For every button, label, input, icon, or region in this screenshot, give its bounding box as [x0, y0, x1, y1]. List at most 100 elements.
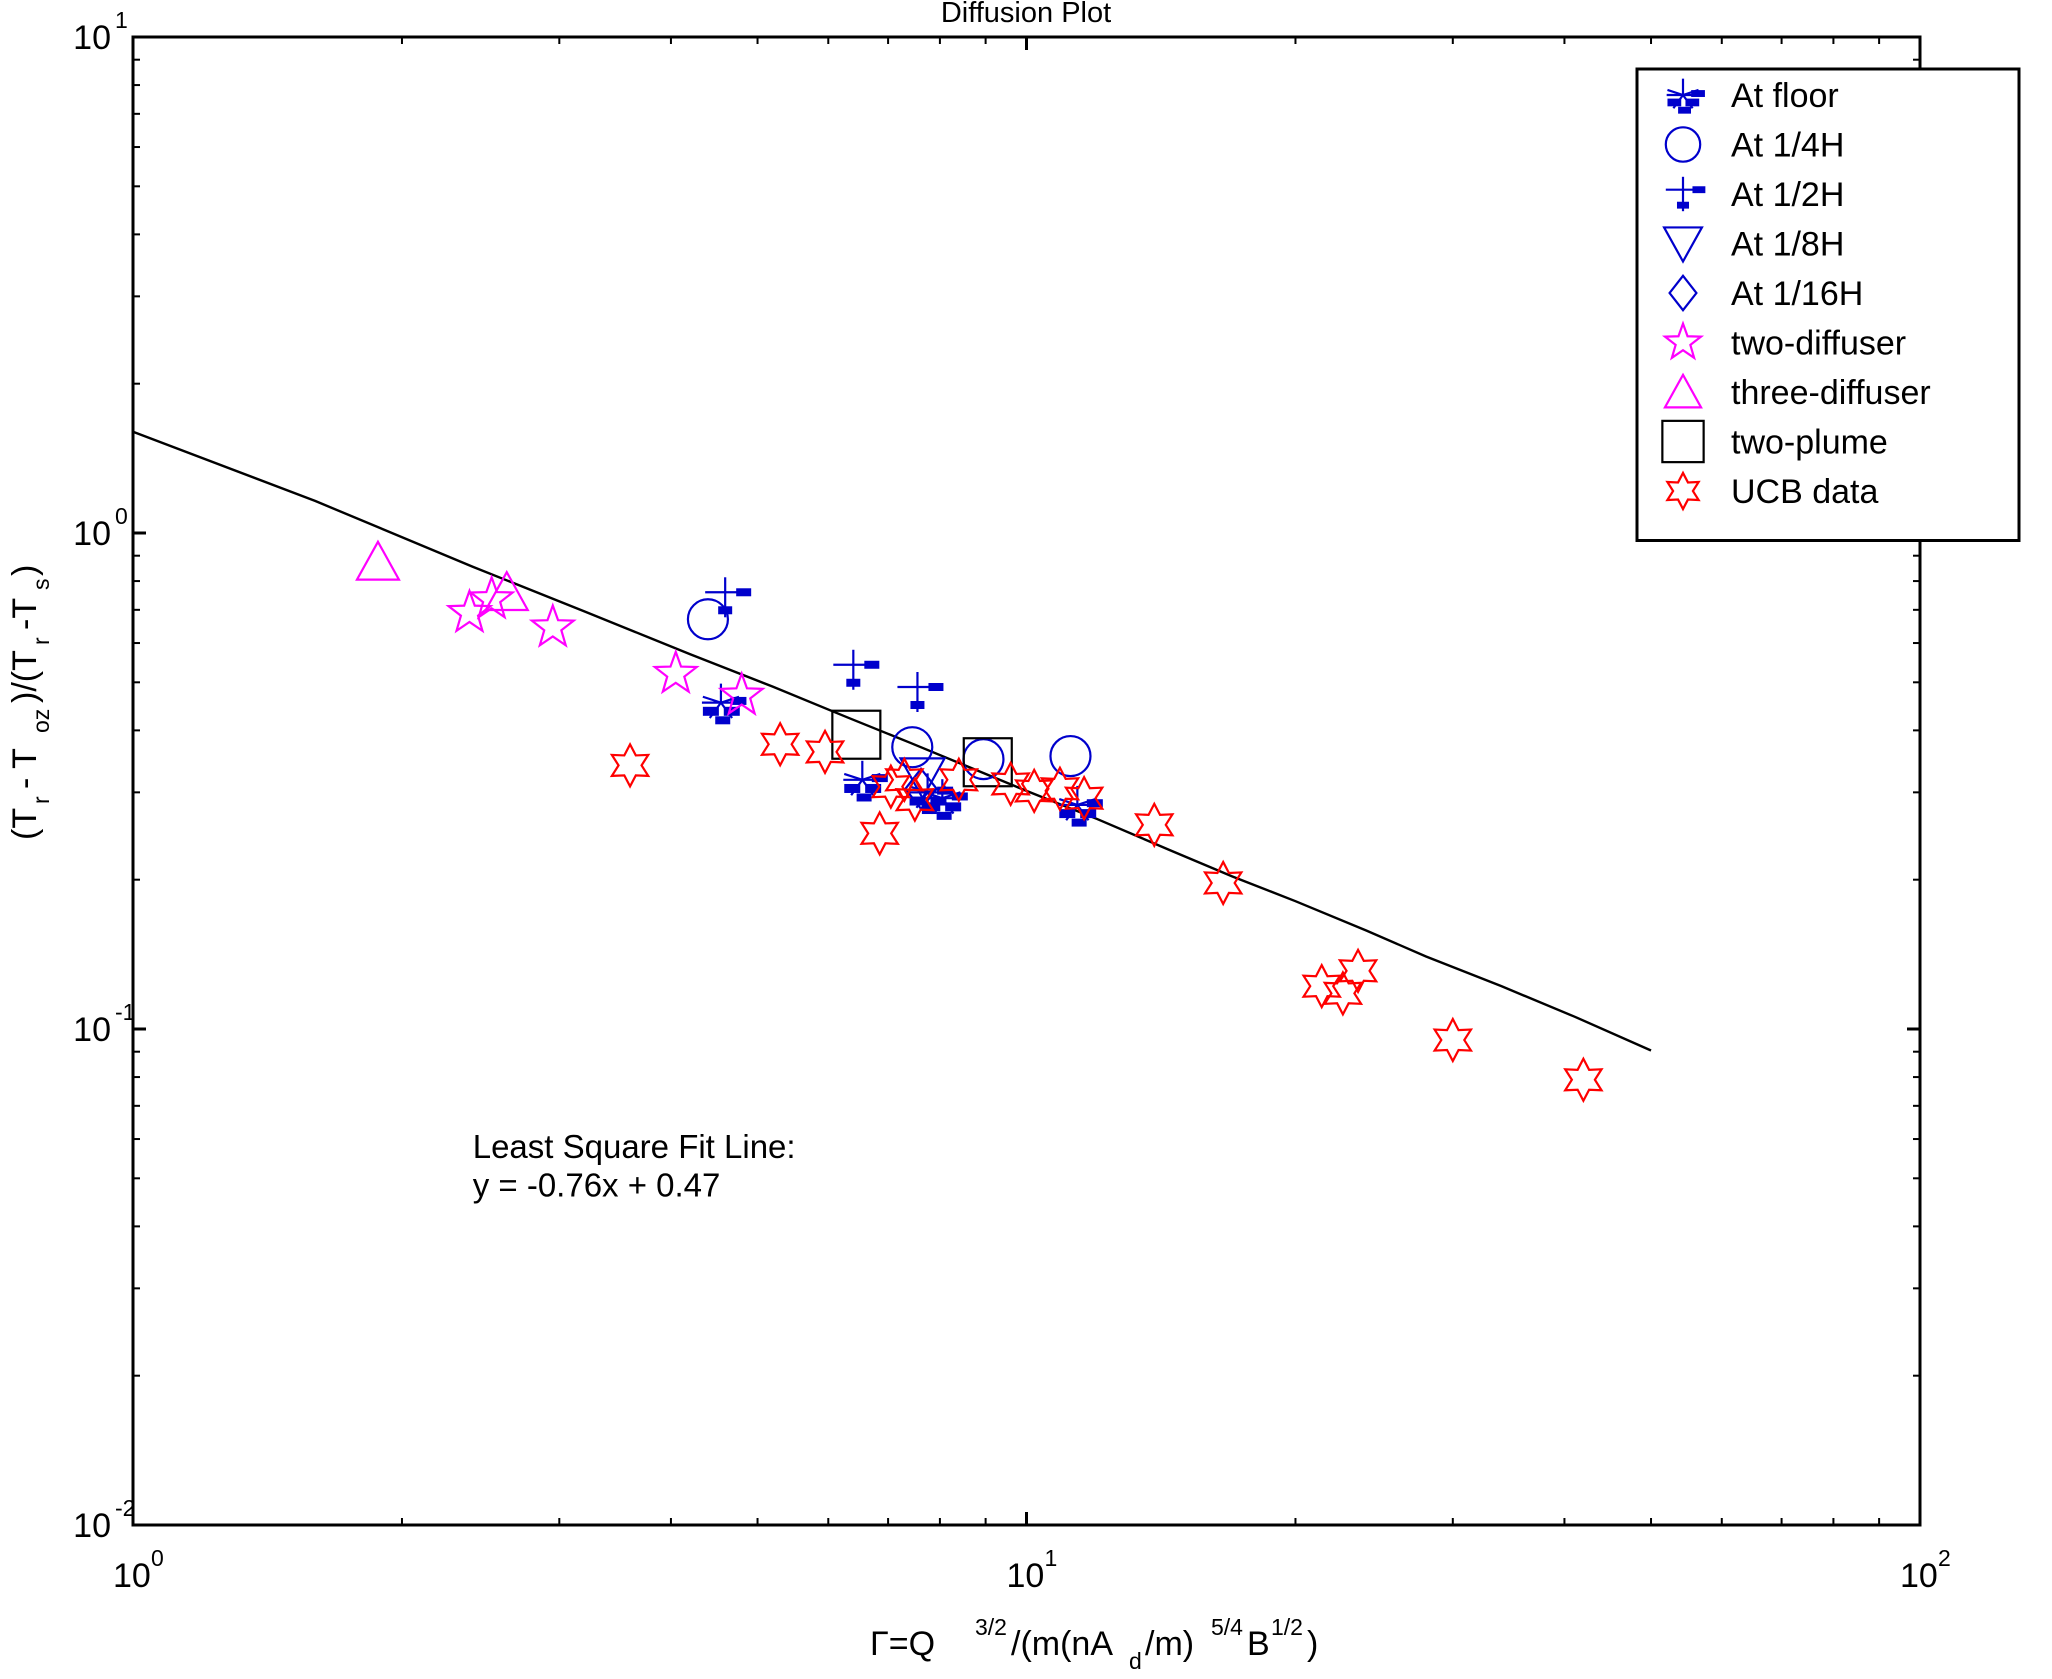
- svg-text:(T: (T: [6, 808, 44, 840]
- svg-text:)/(T: )/(T: [6, 650, 44, 703]
- annotation-line-1: Least Square Fit Line:: [473, 1128, 796, 1165]
- svg-text:1: 1: [1045, 1545, 1058, 1571]
- svg-text:): ): [6, 565, 44, 576]
- y-tick-label-3: 10 -2: [73, 1495, 135, 1545]
- data-point: [483, 569, 530, 612]
- triangle-up-icon: [1663, 372, 1703, 409]
- data-point: [990, 760, 1031, 808]
- legend-item-three-diffuser[interactable]: three-diffuser: [1663, 372, 1931, 412]
- legend-item-at-1-16h[interactable]: At 1/16H: [1668, 274, 1864, 313]
- svg-text:10: 10: [73, 1011, 111, 1049]
- annotation-line-2: y = -0.76x + 0.47: [473, 1166, 721, 1203]
- x-axis-label-text: Γ=Q 3/2/(m(nA d/m) 5/4 B 1/2): [870, 1614, 1318, 1674]
- legend-label: three-diffuser: [1731, 374, 1931, 412]
- data-point: [1322, 969, 1364, 1017]
- svg-text:s: s: [28, 579, 54, 591]
- data-point: [1202, 859, 1244, 907]
- data-point: [445, 587, 494, 634]
- legend-label: At 1/16H: [1731, 275, 1863, 313]
- legend-item-at-1-2h[interactable]: At 1/2H: [1665, 176, 1845, 214]
- svg-text:Γ=Q: Γ=Q: [870, 1625, 935, 1663]
- data-point: [859, 809, 900, 857]
- legend-label: At 1/8H: [1731, 226, 1844, 264]
- svg-text:oz: oz: [28, 709, 54, 733]
- x-tick-label-0: 10 0: [113, 1545, 164, 1595]
- svg-text:10: 10: [73, 515, 111, 553]
- series-three-diffuser: [355, 539, 530, 612]
- legend-item-at-floor[interactable]: At floor: [1666, 77, 1839, 115]
- series-two-diffuser: [445, 574, 766, 717]
- star6-icon: [1665, 470, 1701, 512]
- svg-text:10: 10: [1900, 1557, 1938, 1595]
- svg-text:): ): [1307, 1625, 1318, 1663]
- svg-text:10: 10: [73, 19, 111, 57]
- svg-text:10: 10: [113, 1557, 151, 1595]
- legend[interactable]: At floor At 1/4H At 1/2H At 1/8H At 1/16H two…: [1635, 67, 2021, 542]
- data-point: [870, 763, 912, 811]
- svg-text:B: B: [1247, 1625, 1270, 1663]
- data-point: [804, 728, 846, 776]
- data-point: [467, 574, 516, 620]
- data-point: [355, 539, 401, 581]
- legend-item-at-1-4h[interactable]: At 1/4H: [1664, 126, 1845, 165]
- data-point: [1049, 734, 1092, 778]
- legend-label: UCB data: [1731, 473, 1878, 511]
- data-point: [1134, 801, 1175, 849]
- data-point: [843, 760, 888, 802]
- triangle-down-icon: [1662, 226, 1704, 264]
- data-point: [1337, 947, 1379, 995]
- series-ucb-data: [609, 720, 1604, 1104]
- svg-text:r: r: [28, 637, 54, 645]
- circle-icon: [1664, 126, 1702, 163]
- series-at-1-8h: [898, 757, 947, 801]
- legend-label: At 1/4H: [1731, 127, 1844, 165]
- svg-text:d: d: [1129, 1648, 1142, 1674]
- square-icon: [1661, 419, 1705, 464]
- legend-item-ucb-data[interactable]: UCB data: [1665, 470, 1878, 512]
- y-tick-label-2: 10 -1: [73, 999, 135, 1049]
- svg-text:2: 2: [1938, 1545, 1951, 1571]
- data-point: [651, 648, 700, 695]
- data-point: [897, 672, 944, 713]
- x-tick-label-2: 10 2: [1900, 1545, 1951, 1595]
- data-point: [1063, 774, 1105, 822]
- fit-annotation: Least Square Fit Line:y = -0.76x + 0.47: [473, 1128, 796, 1203]
- y-tick-label-1: 10 0: [73, 503, 128, 553]
- legend-label: two-diffuser: [1731, 325, 1906, 363]
- svg-text:-T: -T: [6, 598, 44, 630]
- data-point: [1013, 767, 1055, 815]
- svg-text:/(m(nA: /(m(nA: [1011, 1625, 1113, 1663]
- series-at-1-4h: [686, 598, 1092, 781]
- svg-text:-1: -1: [115, 999, 135, 1025]
- plus-square-icon: [1665, 176, 1706, 212]
- data-point: [1432, 1016, 1474, 1064]
- data-point: [884, 756, 925, 804]
- data-point: [717, 670, 766, 717]
- legend-label: At floor: [1731, 77, 1839, 115]
- svg-text:10: 10: [73, 1507, 111, 1545]
- diamond-icon: [1668, 274, 1698, 312]
- data-point: [705, 577, 752, 618]
- legend-item-two-plume[interactable]: two-plume: [1661, 419, 1888, 464]
- svg-text:1: 1: [115, 7, 128, 33]
- axes-layer: [131, 35, 1922, 1527]
- svg-text:1/2: 1/2: [1271, 1614, 1303, 1640]
- data-point: [938, 756, 980, 804]
- svg-text:0: 0: [151, 1545, 164, 1571]
- x-tick-label-1: 10 1: [1007, 1545, 1058, 1595]
- series-at-1-2h: [705, 577, 944, 713]
- y-axis-label-text: (T r - T oz)/(T r -T s): [6, 565, 54, 840]
- y-tick-label-0: 10 1: [73, 7, 128, 57]
- svg-text:-2: -2: [115, 1495, 135, 1521]
- legend-item-two-diffuser[interactable]: two-diffuser: [1661, 320, 1906, 363]
- data-point: [894, 776, 936, 824]
- data-point: [831, 709, 882, 760]
- data-point: [833, 649, 880, 690]
- data-point: [1039, 765, 1081, 813]
- data-point: [609, 742, 651, 789]
- legend-item-at-1-8h[interactable]: At 1/8H: [1662, 226, 1844, 264]
- data-point: [898, 757, 947, 801]
- star5-icon: [1661, 320, 1705, 361]
